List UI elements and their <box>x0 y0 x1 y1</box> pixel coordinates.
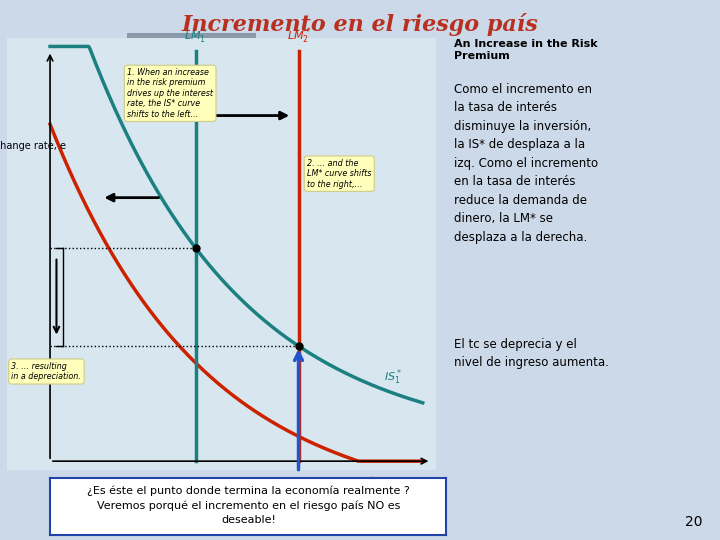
Text: 3. … resulting
in a depreciation.: 3. … resulting in a depreciation. <box>12 362 81 381</box>
Text: ¿Es éste el punto donde termina la economía realmente ?
Veremos porqué el increm: ¿Es éste el punto donde termina la econo… <box>87 485 410 525</box>
Text: Como el incremento en
la tasa de interés
disminuye la inversión,
la IS* de despl: Como el incremento en la tasa de interés… <box>454 83 598 244</box>
Text: $IS_2^*$: $IS_2^*$ <box>359 474 377 494</box>
Text: Income, output, Y: Income, output, Y <box>272 478 359 489</box>
Text: 1. When an increase
in the risk premium
drives up the interest
rate, the IS* cur: 1. When an increase in the risk premium … <box>127 68 213 119</box>
Text: $LM_2^*$: $LM_2^*$ <box>287 27 310 46</box>
FancyBboxPatch shape <box>127 33 256 55</box>
Text: $LM_1^*$: $LM_1^*$ <box>184 27 207 46</box>
Text: figure 12-11: figure 12-11 <box>20 39 95 49</box>
Text: $IS_1^*$: $IS_1^*$ <box>384 367 402 387</box>
Text: An Increase in the Risk
Premium: An Increase in the Risk Premium <box>454 38 597 61</box>
Text: Exchange rate, e: Exchange rate, e <box>0 141 66 151</box>
Text: Incremento en el riesgo país: Incremento en el riesgo país <box>181 14 539 37</box>
Text: page 330: page 330 <box>166 39 217 49</box>
Text: 20: 20 <box>685 515 702 529</box>
Text: El tc se deprecia y el
nivel de ingreso aumenta.: El tc se deprecia y el nivel de ingreso … <box>454 338 608 369</box>
Text: 2. … and the
LM* curve shifts
to the right,…: 2. … and the LM* curve shifts to the rig… <box>307 159 372 188</box>
